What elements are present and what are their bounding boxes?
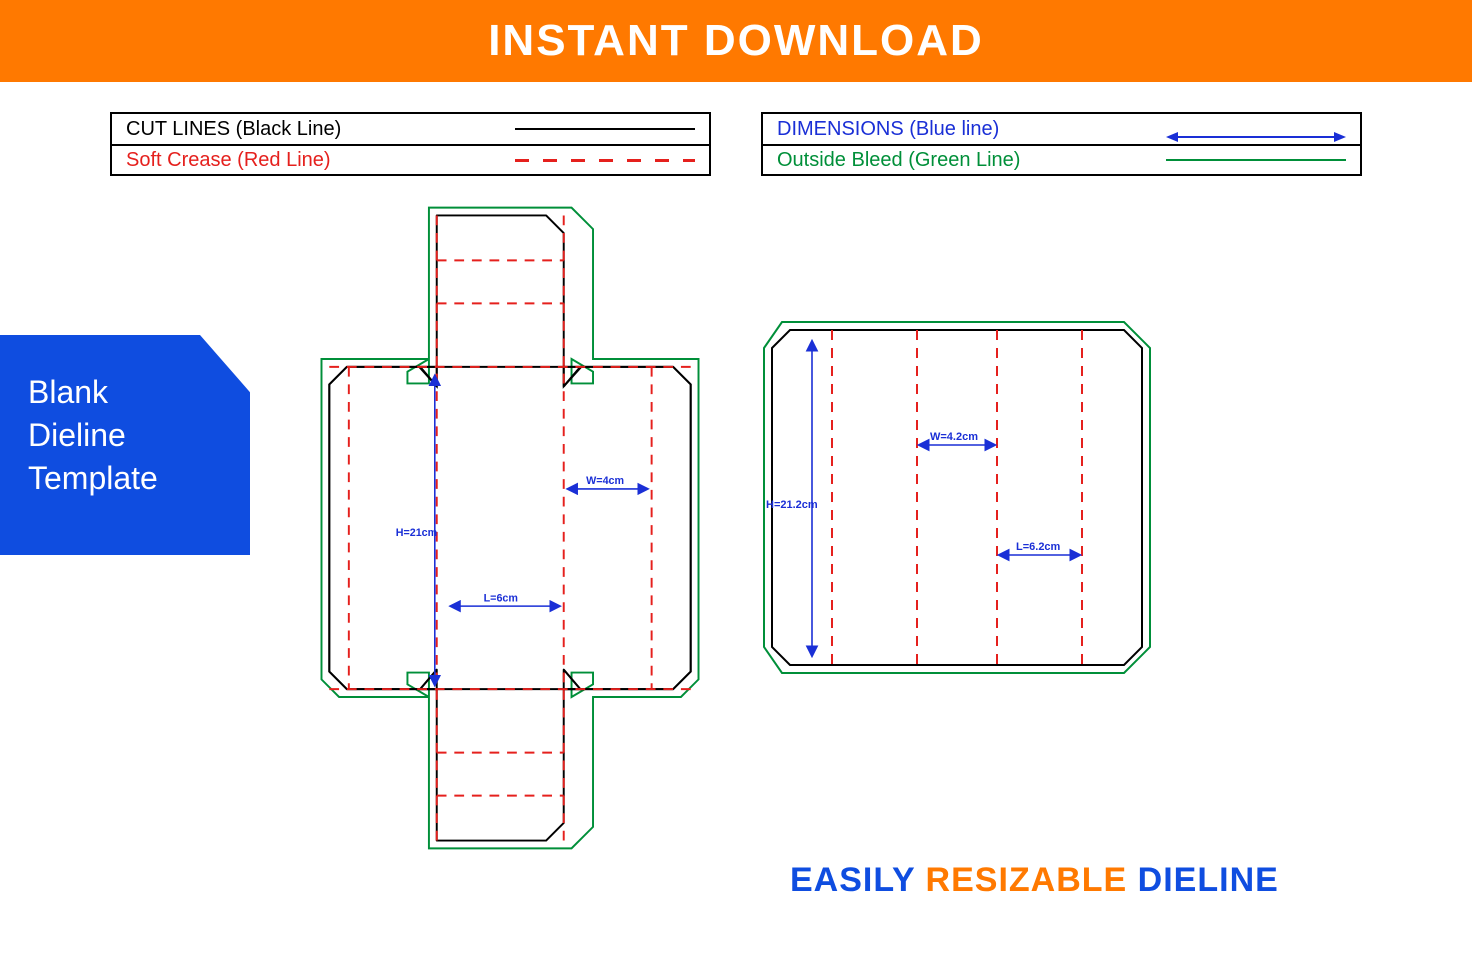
legend-cut: CUT LINES (Black Line): [112, 114, 709, 144]
cut-outline: [329, 367, 690, 689]
dimension-lines: [435, 377, 647, 685]
cut-outline-2: [772, 330, 1142, 665]
badge-line2: Dieline: [28, 414, 222, 457]
diagrams: H=21cm L=6cm W=4cm H=21: [300, 188, 1400, 868]
dim-h-label: H=21cm: [396, 527, 437, 539]
dim-w-label: W=4cm: [586, 475, 624, 487]
dimension-lines-2: [812, 342, 1079, 655]
legend-crease-label: Soft Crease (Red Line): [126, 149, 331, 172]
legend-bleed: Outside Bleed (Green Line): [763, 144, 1360, 174]
side-flaps-cut: [420, 367, 580, 689]
cut-sample-icon: [515, 128, 695, 130]
dieline-primary: H=21cm L=6cm W=4cm: [300, 188, 720, 868]
legend-bleed-label: Outside Bleed (Green Line): [777, 149, 1020, 172]
dim2-h-label: H=21.2cm: [766, 499, 818, 511]
badge-line3: Template: [28, 457, 222, 500]
dimension-sample-icon: [1166, 128, 1346, 130]
tag-w3: DIELINE: [1138, 861, 1279, 899]
legend-left: CUT LINES (Black Line) Soft Crease (Red …: [110, 112, 711, 176]
badge-line1: Blank: [28, 371, 222, 414]
tag-w1: EASILY: [790, 861, 915, 899]
cut-outline-full: [329, 215, 690, 840]
bleed-outline-2: [764, 322, 1150, 673]
legend-dim-label: DIMENSIONS (Blue line): [777, 118, 999, 141]
crease-lines-2: [832, 330, 1082, 665]
legend: CUT LINES (Black Line) Soft Crease (Red …: [110, 112, 1362, 176]
dim2-l-label: L=6.2cm: [1016, 541, 1061, 553]
legend-crease: Soft Crease (Red Line): [112, 144, 709, 174]
tag-w2: RESIZABLE: [926, 861, 1128, 899]
header-title: INSTANT DOWNLOAD: [488, 16, 984, 66]
dim-l-label: L=6cm: [484, 592, 518, 604]
legend-right: DIMENSIONS (Blue line) Outside Bleed (Gr…: [761, 112, 1362, 176]
header-banner: INSTANT DOWNLOAD: [0, 0, 1472, 82]
dim2-w-label: W=4.2cm: [930, 431, 978, 443]
bottom-tagline: EASILY RESIZABLE DIELINE: [790, 861, 1279, 900]
bleed-sample-icon: [1166, 159, 1346, 161]
legend-dimension: DIMENSIONS (Blue line): [763, 114, 1360, 144]
legend-cut-label: CUT LINES (Black Line): [126, 118, 341, 141]
crease-lines: [329, 215, 690, 840]
dieline-secondary: H=21.2cm W=4.2cm L=6.2cm: [760, 318, 1160, 678]
side-badge: Blank Dieline Template: [0, 335, 250, 555]
crease-sample-icon: [515, 159, 695, 162]
